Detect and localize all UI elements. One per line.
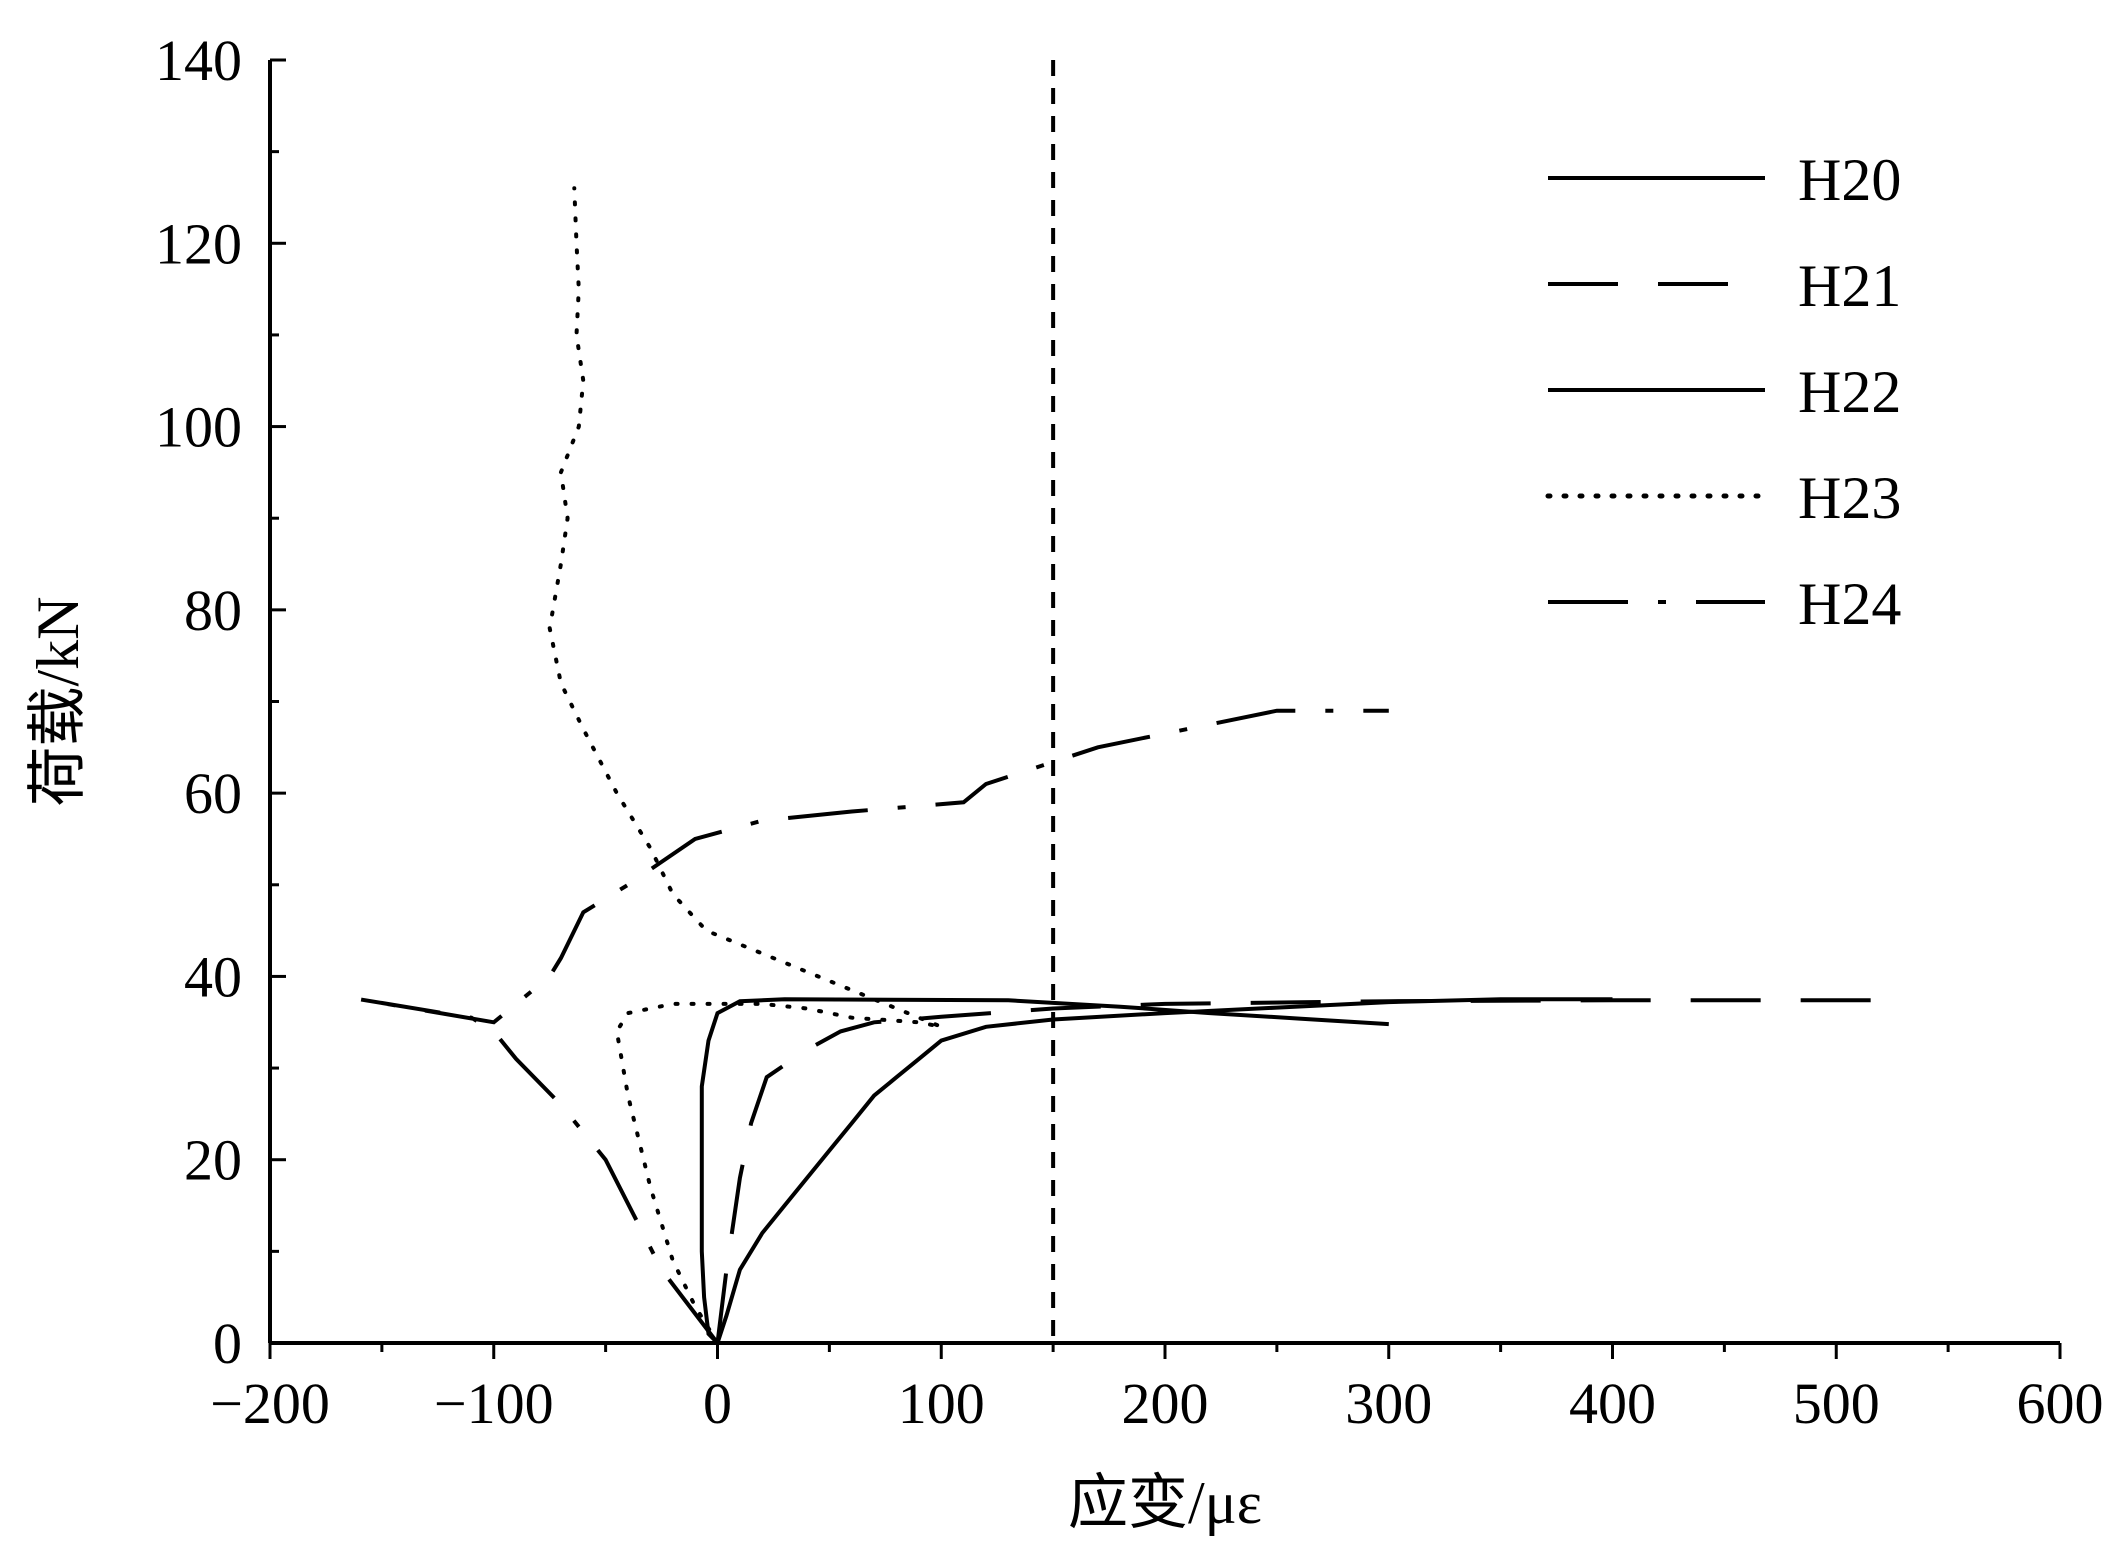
x-tick-label: 200: [1122, 1371, 1209, 1436]
x-ticks: −200 −100 0 100 200 300 400 500 600: [210, 1343, 2104, 1436]
legend-label-H20: H20: [1798, 147, 1901, 213]
x-axis-title: 应变/με: [1068, 1470, 1262, 1536]
x-tick-label: 600: [2017, 1371, 2104, 1436]
series-H23: [547, 186, 943, 1345]
legend-label-H21: H21: [1798, 253, 1901, 319]
series-H21: [715, 998, 1881, 1344]
legend-label-H22: H22: [1798, 359, 1901, 425]
x-tick-label: −100: [434, 1371, 554, 1436]
x-tick-label: 100: [898, 1371, 985, 1436]
x-tick-label: 300: [1345, 1371, 1432, 1436]
y-tick-label: 20: [184, 1128, 242, 1193]
y-ticks: 0 20 40 60 80 100 120 140: [155, 28, 286, 1376]
legend-label-H24: H24: [1798, 571, 1901, 637]
series-H22: [699, 997, 1389, 1345]
y-tick-label: 100: [155, 395, 242, 460]
y-axis-title: 荷载/kN: [25, 597, 91, 807]
series-H20: [715, 997, 1613, 1344]
series-H24: [359, 708, 1389, 1345]
y-tick-label: 60: [184, 761, 242, 826]
y-tick-label: 40: [184, 944, 242, 1009]
legend-label-H23: H23: [1798, 465, 1901, 531]
x-tick-label: 400: [1569, 1371, 1656, 1436]
y-tick-label: 0: [213, 1311, 242, 1376]
y-tick-label: 140: [155, 28, 242, 93]
x-tick-label: 0: [703, 1371, 732, 1436]
legend: H20 H21 H22 H23 H24: [1545, 147, 1901, 637]
x-tick-label: −200: [210, 1371, 330, 1436]
x-tick-label: 500: [1793, 1371, 1880, 1436]
y-tick-label: 80: [184, 578, 242, 643]
series-group: [359, 60, 1881, 1345]
axes-group: [268, 60, 2060, 1345]
y-tick-label: 120: [155, 211, 242, 276]
